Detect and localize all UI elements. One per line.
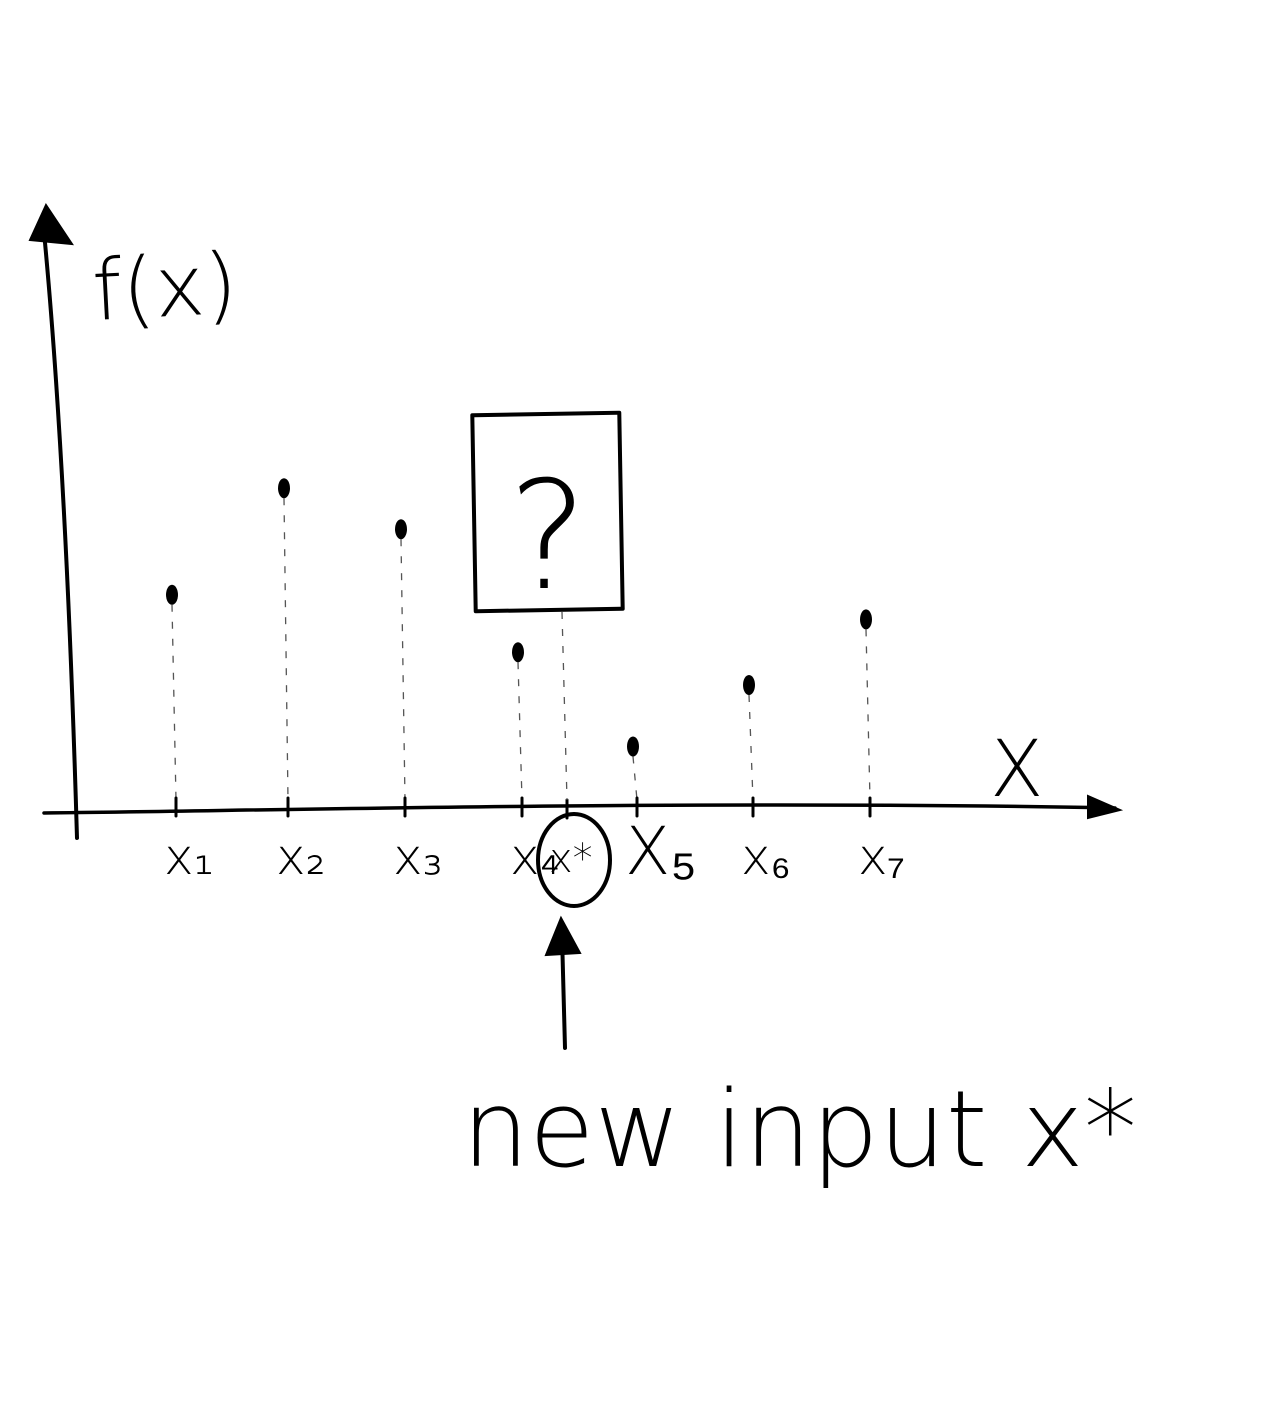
y-axis-label: f(x) xyxy=(90,235,240,340)
point-stem xyxy=(400,539,406,801)
query-circle xyxy=(536,812,612,908)
unknown-value-mark: ? xyxy=(508,450,588,624)
x-tick-label: x₄ xyxy=(510,828,560,886)
data-point xyxy=(512,642,524,663)
annotation-arrowhead xyxy=(544,915,582,957)
annotation-text: new input x* xyxy=(462,1068,1137,1191)
point-stem xyxy=(865,629,871,801)
x-axis xyxy=(42,794,1124,820)
data-point xyxy=(860,609,872,630)
point-stem xyxy=(632,756,638,801)
x-tick-label: x₁ xyxy=(164,828,214,886)
y-axis xyxy=(28,202,79,840)
data-point xyxy=(395,519,407,540)
x-tick-label: X₅ xyxy=(625,813,697,890)
x-tick-label: x₃ xyxy=(393,828,443,886)
data-points: x₁ x₂ x₃ x₄ X₅ x₆ x₇ xyxy=(164,478,905,890)
data-point xyxy=(627,736,639,757)
query-label: x* xyxy=(549,836,593,882)
point-stem xyxy=(748,694,754,801)
point-stem xyxy=(171,604,177,801)
y-axis-arrowhead xyxy=(28,202,74,246)
point-stem xyxy=(517,662,523,801)
unknown-value-box xyxy=(470,410,625,614)
x-axis-arrowhead xyxy=(1087,794,1124,820)
x-tick-label: x₇ xyxy=(858,828,905,886)
data-point xyxy=(166,584,178,605)
query-stem xyxy=(561,611,568,801)
x-axis-label: X xyxy=(990,725,1043,815)
query-group: ? x* new input x* xyxy=(462,410,1137,1191)
x-tick-label: x₆ xyxy=(741,828,791,886)
data-point xyxy=(278,478,290,499)
point-stem xyxy=(283,498,289,801)
x-tick-label: x₂ xyxy=(276,828,326,886)
data-point xyxy=(743,675,755,695)
